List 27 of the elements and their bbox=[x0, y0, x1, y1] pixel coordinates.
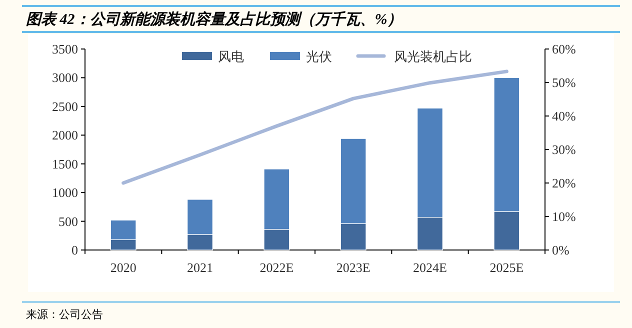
y2-tick-label: 0% bbox=[552, 242, 570, 258]
y2-tick-label: 60% bbox=[552, 42, 576, 56]
y2-tick-label: 30% bbox=[552, 142, 576, 157]
x-tick-label: 2025E bbox=[490, 260, 524, 275]
y-tick-label: 2000 bbox=[52, 128, 78, 143]
y-tick-label: 500 bbox=[58, 214, 78, 229]
y2-tick-label: 40% bbox=[552, 108, 576, 124]
x-tick-label: 2021 bbox=[187, 260, 213, 275]
y-tick-label: 1500 bbox=[52, 156, 78, 172]
y-tick-label: 3000 bbox=[52, 70, 78, 86]
legend-label: 光伏 bbox=[306, 49, 332, 64]
chart-title: 图表 42：公司新能源装机容量及占比预测（万千瓦、%） bbox=[26, 10, 402, 28]
legend-label: 风电 bbox=[218, 49, 244, 64]
y-tick-label: 0 bbox=[72, 242, 78, 258]
x-tick-label: 2024E bbox=[413, 260, 448, 275]
legend-label: 风光装机占比 bbox=[394, 49, 472, 64]
y-tick-label: 3500 bbox=[52, 42, 78, 56]
x-tick-label: 2022E bbox=[260, 260, 294, 275]
y2-tick-label: 20% bbox=[552, 176, 576, 190]
y-tick-label: 2500 bbox=[52, 98, 78, 114]
x-tick-label: 2020 bbox=[110, 260, 136, 275]
y2-tick-label: 50% bbox=[552, 75, 576, 90]
y-tick-label: 1000 bbox=[52, 185, 78, 200]
y2-tick-label: 10% bbox=[552, 209, 576, 224]
source-note: 来源：公司公告 bbox=[26, 308, 103, 321]
x-tick-label: 2023E bbox=[336, 260, 370, 275]
line-series bbox=[122, 70, 508, 185]
